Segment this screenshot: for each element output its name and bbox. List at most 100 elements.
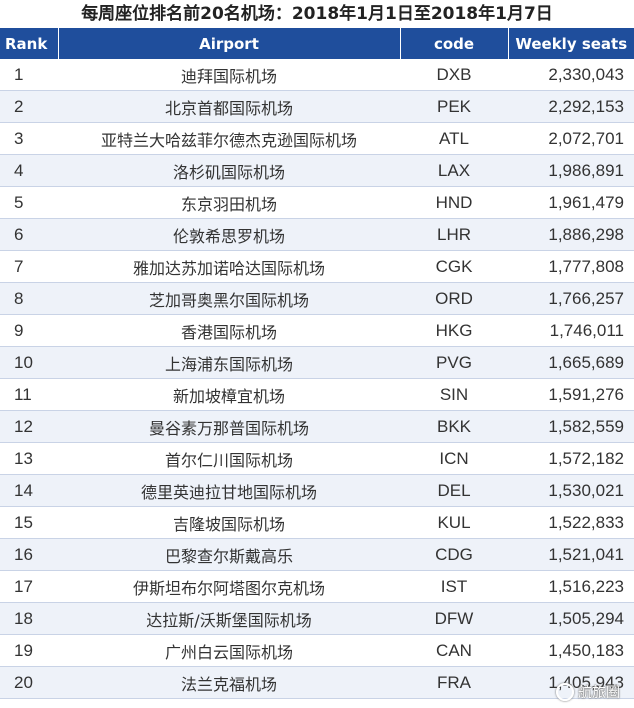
cell-code: KUL	[400, 506, 508, 539]
watermark: 航旅圈	[556, 682, 620, 702]
table-row: 19 广州白云国际机场 CAN 1,450,183	[0, 634, 634, 667]
cell-code: HND	[400, 186, 508, 219]
cell-code: LAX	[400, 154, 508, 187]
cell-rank: 5	[0, 186, 58, 219]
cell-code: ORD	[400, 282, 508, 315]
cell-code: DXB	[400, 59, 508, 91]
cell-airport: 香港国际机场	[58, 314, 400, 347]
cell-weekly-seats: 1,516,223	[508, 570, 634, 603]
cell-weekly-seats: 1,505,294	[508, 602, 634, 635]
cell-airport: 德里英迪拉甘地国际机场	[58, 474, 400, 507]
cell-weekly-seats: 1,591,276	[508, 378, 634, 411]
cell-airport: 亚特兰大哈兹菲尔德杰克逊国际机场	[58, 122, 400, 155]
cell-airport: 芝加哥奥黑尔国际机场	[58, 282, 400, 315]
cell-weekly-seats: 1,766,257	[508, 282, 634, 315]
cell-code: FRA	[400, 666, 508, 699]
table-row: 9 香港国际机场 HKG 1,746,011	[0, 314, 634, 347]
cell-rank: 3	[0, 122, 58, 155]
table-row: 18 达拉斯/沃斯堡国际机场 DFW 1,505,294	[0, 602, 634, 635]
table-row: 10 上海浦东国际机场 PVG 1,665,689	[0, 346, 634, 379]
cell-airport: 法兰克福机场	[58, 666, 400, 699]
cell-rank: 16	[0, 538, 58, 571]
table-row: 7 雅加达苏加诺哈达国际机场 CGK 1,777,808	[0, 250, 634, 283]
cell-rank: 7	[0, 250, 58, 283]
table-row: 6 伦敦希思罗机场 LHR 1,886,298	[0, 218, 634, 251]
cell-rank: 6	[0, 218, 58, 251]
cell-weekly-seats: 2,072,701	[508, 122, 634, 155]
cell-weekly-seats: 1,746,011	[508, 314, 634, 347]
cell-rank: 2	[0, 90, 58, 123]
cell-code: PEK	[400, 90, 508, 123]
cell-rank: 15	[0, 506, 58, 539]
cell-weekly-seats: 1,777,808	[508, 250, 634, 283]
table-row: 13 首尔仁川国际机场 ICN 1,572,182	[0, 442, 634, 475]
cell-weekly-seats: 1,986,891	[508, 154, 634, 187]
cell-weekly-seats: 1,572,182	[508, 442, 634, 475]
watermark-text: 航旅圈	[578, 685, 620, 701]
table-row: 15 吉隆坡国际机场 KUL 1,522,833	[0, 506, 634, 539]
cell-weekly-seats: 1,582,559	[508, 410, 634, 443]
cell-weekly-seats: 1,886,298	[508, 218, 634, 251]
cell-airport: 伊斯坦布尔阿塔图尔克机场	[58, 570, 400, 603]
table-row: 4 洛杉矶国际机场 LAX 1,986,891	[0, 154, 634, 187]
watermark-logo-icon	[556, 683, 574, 701]
cell-airport: 上海浦东国际机场	[58, 346, 400, 379]
cell-rank: 14	[0, 474, 58, 507]
table-row: 11 新加坡樟宜机场 SIN 1,591,276	[0, 378, 634, 411]
airport-ranking-table: Rank Airport code Weekly seats 1 迪拜国际机场 DX…	[0, 28, 634, 699]
cell-rank: 12	[0, 410, 58, 443]
cell-code: CGK	[400, 250, 508, 283]
cell-rank: 18	[0, 602, 58, 635]
cell-airport: 伦敦希思罗机场	[58, 218, 400, 251]
cell-code: ATL	[400, 122, 508, 155]
table-row: 2 北京首都国际机场 PEK 2,292,153	[0, 90, 634, 123]
cell-rank: 8	[0, 282, 58, 315]
cell-weekly-seats: 1,530,021	[508, 474, 634, 507]
cell-code: SIN	[400, 378, 508, 411]
cell-airport: 广州白云国际机场	[58, 634, 400, 667]
cell-code: HKG	[400, 314, 508, 347]
cell-rank: 17	[0, 570, 58, 603]
table-row: 3 亚特兰大哈兹菲尔德杰克逊国际机场 ATL 2,072,701	[0, 122, 634, 155]
cell-airport: 吉隆坡国际机场	[58, 506, 400, 539]
cell-airport: 新加坡樟宜机场	[58, 378, 400, 411]
cell-code: CAN	[400, 634, 508, 667]
cell-code: ICN	[400, 442, 508, 475]
cell-rank: 20	[0, 666, 58, 699]
cell-airport: 曼谷素万那普国际机场	[58, 410, 400, 443]
table-row: 8 芝加哥奥黑尔国际机场 ORD 1,766,257	[0, 282, 634, 315]
cell-weekly-seats: 2,292,153	[508, 90, 634, 123]
table-header: Rank Airport code Weekly seats	[0, 28, 634, 59]
cell-weekly-seats: 1,665,689	[508, 346, 634, 379]
header-row: Rank Airport code Weekly seats	[0, 28, 634, 59]
table-row: 20 法兰克福机场 FRA 1,405,943	[0, 666, 634, 699]
cell-code: LHR	[400, 218, 508, 251]
cell-rank: 11	[0, 378, 58, 411]
cell-rank: 19	[0, 634, 58, 667]
cell-rank: 4	[0, 154, 58, 187]
cell-weekly-seats: 1,450,183	[508, 634, 634, 667]
header-weekly-seats: Weekly seats	[508, 28, 634, 59]
cell-code: DEL	[400, 474, 508, 507]
page-title: 每周座位排名前20名机场：2018年1月1日至2018年1月7日	[81, 4, 553, 24]
table-row: 1 迪拜国际机场 DXB 2,330,043	[0, 59, 634, 91]
header-rank: Rank	[0, 28, 59, 59]
header-airport: Airport	[58, 28, 401, 59]
table-body: 1 迪拜国际机场 DXB 2,330,043 2 北京首都国际机场 PEK 2,292,153…	[0, 59, 634, 699]
cell-rank: 10	[0, 346, 58, 379]
cell-airport: 北京首都国际机场	[58, 90, 400, 123]
cell-rank: 9	[0, 314, 58, 347]
cell-airport: 达拉斯/沃斯堡国际机场	[58, 602, 400, 635]
cell-weekly-seats: 1,961,479	[508, 186, 634, 219]
cell-code: BKK	[400, 410, 508, 443]
cell-weekly-seats: 1,522,833	[508, 506, 634, 539]
cell-weekly-seats: 2,330,043	[508, 59, 634, 91]
table-row: 14 德里英迪拉甘地国际机场 DEL 1,530,021	[0, 474, 634, 507]
header-code: code	[400, 28, 509, 59]
cell-code: DFW	[400, 602, 508, 635]
cell-weekly-seats: 1,521,041	[508, 538, 634, 571]
table-row: 16 巴黎查尔斯戴高乐 CDG 1,521,041	[0, 538, 634, 571]
cell-code: IST	[400, 570, 508, 603]
cell-airport: 巴黎查尔斯戴高乐	[58, 538, 400, 571]
cell-airport: 雅加达苏加诺哈达国际机场	[58, 250, 400, 283]
